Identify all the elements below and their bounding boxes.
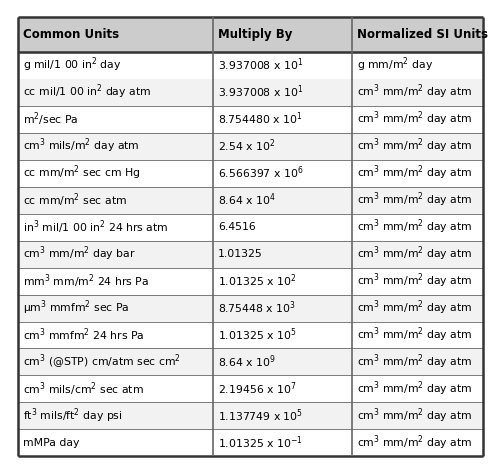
Bar bbox=[18, 52, 213, 79]
Text: 1.01325: 1.01325 bbox=[218, 249, 262, 259]
Text: mMPa day: mMPa day bbox=[22, 438, 79, 448]
Bar bbox=[18, 376, 213, 403]
Bar bbox=[352, 17, 482, 52]
Text: cm$^{3}$ mm/m$^{2}$ day atm: cm$^{3}$ mm/m$^{2}$ day atm bbox=[358, 110, 473, 128]
Text: in$^{3}$ mil/1 00 in$^{2}$ 24 hrs atm: in$^{3}$ mil/1 00 in$^{2}$ 24 hrs atm bbox=[22, 218, 168, 236]
Bar bbox=[213, 159, 352, 186]
Bar bbox=[352, 159, 482, 186]
Text: cm$^{3}$ mm/m$^{2}$ day atm: cm$^{3}$ mm/m$^{2}$ day atm bbox=[358, 299, 473, 317]
Bar bbox=[352, 376, 482, 403]
Bar bbox=[18, 241, 213, 268]
Text: cm$^{3}$ mm/m$^{2}$ day atm: cm$^{3}$ mm/m$^{2}$ day atm bbox=[358, 83, 473, 101]
Text: 6.4516: 6.4516 bbox=[218, 222, 256, 232]
Text: 1.01325 x 10$^{5}$: 1.01325 x 10$^{5}$ bbox=[218, 327, 296, 343]
Bar bbox=[18, 429, 213, 456]
Text: 1.01325 x 10$^{-1}$: 1.01325 x 10$^{-1}$ bbox=[218, 435, 302, 451]
Bar bbox=[18, 403, 213, 429]
Bar bbox=[213, 241, 352, 268]
Text: cm$^{3}$ mils/m$^{2}$ day atm: cm$^{3}$ mils/m$^{2}$ day atm bbox=[22, 137, 139, 156]
Text: 2.54 x 10$^{2}$: 2.54 x 10$^{2}$ bbox=[218, 138, 276, 154]
Text: cm$^{3}$ mm/m$^{2}$ day atm: cm$^{3}$ mm/m$^{2}$ day atm bbox=[358, 407, 473, 425]
Bar bbox=[18, 322, 213, 349]
Bar bbox=[213, 429, 352, 456]
Bar bbox=[352, 429, 482, 456]
Text: 6.566397 x 10$^{6}$: 6.566397 x 10$^{6}$ bbox=[218, 165, 304, 181]
Bar bbox=[18, 159, 213, 186]
Text: cm$^{3}$ mils/cm$^{2}$ sec atm: cm$^{3}$ mils/cm$^{2}$ sec atm bbox=[22, 380, 144, 398]
Text: ft$^{3}$ mils/ft$^{2}$ day psi: ft$^{3}$ mils/ft$^{2}$ day psi bbox=[22, 407, 122, 425]
Bar bbox=[18, 186, 213, 214]
Text: 8.754480 x 10$^{1}$: 8.754480 x 10$^{1}$ bbox=[218, 111, 302, 127]
Bar bbox=[352, 322, 482, 349]
Text: 3.937008 x 10$^{1}$: 3.937008 x 10$^{1}$ bbox=[218, 57, 303, 73]
Text: Common Units: Common Units bbox=[22, 27, 118, 41]
Bar bbox=[213, 403, 352, 429]
Text: 3.937008 x 10$^{1}$: 3.937008 x 10$^{1}$ bbox=[218, 84, 303, 100]
Bar bbox=[213, 132, 352, 159]
Bar bbox=[18, 132, 213, 159]
Bar bbox=[352, 132, 482, 159]
Text: cm$^{3}$ mm/m$^{2}$ day atm: cm$^{3}$ mm/m$^{2}$ day atm bbox=[358, 137, 473, 156]
Bar bbox=[18, 295, 213, 322]
Bar bbox=[213, 349, 352, 376]
Bar bbox=[352, 403, 482, 429]
Bar bbox=[352, 105, 482, 132]
Bar bbox=[352, 214, 482, 241]
Text: cc mil/1 00 in$^{2}$ day atm: cc mil/1 00 in$^{2}$ day atm bbox=[22, 83, 150, 101]
Text: 1.01325 x 10$^{2}$: 1.01325 x 10$^{2}$ bbox=[218, 273, 296, 289]
Text: g mm/m$^{2}$ day: g mm/m$^{2}$ day bbox=[358, 56, 434, 74]
Text: 8.75448 x 10$^{3}$: 8.75448 x 10$^{3}$ bbox=[218, 300, 296, 316]
Text: cm$^{3}$ mm/m$^{2}$ day atm: cm$^{3}$ mm/m$^{2}$ day atm bbox=[358, 245, 473, 263]
Bar bbox=[213, 17, 352, 52]
Text: cm$^{3}$ mm/m$^{2}$ day atm: cm$^{3}$ mm/m$^{2}$ day atm bbox=[358, 164, 473, 183]
Bar bbox=[213, 105, 352, 132]
Text: Multiply By: Multiply By bbox=[218, 27, 292, 41]
Bar bbox=[18, 214, 213, 241]
Text: cm$^{3}$ mm/m$^{2}$ day atm: cm$^{3}$ mm/m$^{2}$ day atm bbox=[358, 191, 473, 210]
Bar bbox=[213, 52, 352, 79]
Bar bbox=[352, 241, 482, 268]
Bar bbox=[352, 52, 482, 79]
Text: cm$^{3}$ (@STP) cm/atm sec cm$^{2}$: cm$^{3}$ (@STP) cm/atm sec cm$^{2}$ bbox=[22, 353, 180, 371]
Text: mm$^{3}$ mm/m$^{2}$ 24 hrs Pa: mm$^{3}$ mm/m$^{2}$ 24 hrs Pa bbox=[22, 272, 148, 290]
Bar bbox=[213, 268, 352, 295]
Text: cc mm/m$^{2}$ sec atm: cc mm/m$^{2}$ sec atm bbox=[22, 191, 127, 209]
Text: 8.64 x 10$^{4}$: 8.64 x 10$^{4}$ bbox=[218, 192, 276, 209]
Bar bbox=[352, 268, 482, 295]
Text: μm$^{3}$ mmfm$^{2}$ sec Pa: μm$^{3}$ mmfm$^{2}$ sec Pa bbox=[22, 299, 129, 317]
Text: 1.137749 x 10$^{5}$: 1.137749 x 10$^{5}$ bbox=[218, 408, 303, 424]
Bar bbox=[352, 79, 482, 105]
Bar bbox=[213, 214, 352, 241]
Text: cm$^{3}$ mm/m$^{2}$ day atm: cm$^{3}$ mm/m$^{2}$ day atm bbox=[358, 434, 473, 452]
Text: cm$^{3}$ mm/m$^{2}$ day bar: cm$^{3}$ mm/m$^{2}$ day bar bbox=[22, 245, 136, 263]
Bar bbox=[18, 349, 213, 376]
Text: cm$^{3}$ mmfm$^{2}$ 24 hrs Pa: cm$^{3}$ mmfm$^{2}$ 24 hrs Pa bbox=[22, 327, 144, 343]
Text: 8.64 x 10$^{9}$: 8.64 x 10$^{9}$ bbox=[218, 354, 276, 370]
Bar bbox=[18, 105, 213, 132]
Bar bbox=[213, 376, 352, 403]
Bar bbox=[213, 186, 352, 214]
Text: cm$^{3}$ mm/m$^{2}$ day atm: cm$^{3}$ mm/m$^{2}$ day atm bbox=[358, 218, 473, 236]
Bar bbox=[18, 79, 213, 105]
Text: cm$^{3}$ mm/m$^{2}$ day atm: cm$^{3}$ mm/m$^{2}$ day atm bbox=[358, 353, 473, 371]
Bar bbox=[213, 79, 352, 105]
Text: g mil/1 00 in$^{2}$ day: g mil/1 00 in$^{2}$ day bbox=[22, 56, 121, 74]
Text: cm$^{3}$ mm/m$^{2}$ day atm: cm$^{3}$ mm/m$^{2}$ day atm bbox=[358, 380, 473, 398]
Text: cm$^{3}$ mm/m$^{2}$ day atm: cm$^{3}$ mm/m$^{2}$ day atm bbox=[358, 326, 473, 344]
Bar bbox=[352, 349, 482, 376]
Bar bbox=[352, 186, 482, 214]
Bar bbox=[18, 17, 213, 52]
Text: cc mm/m$^{2}$ sec cm Hg: cc mm/m$^{2}$ sec cm Hg bbox=[22, 164, 140, 183]
Bar bbox=[213, 322, 352, 349]
Bar bbox=[213, 295, 352, 322]
Text: cm$^{3}$ mm/m$^{2}$ day atm: cm$^{3}$ mm/m$^{2}$ day atm bbox=[358, 272, 473, 290]
Text: m$^{2}$/sec Pa: m$^{2}$/sec Pa bbox=[22, 110, 78, 128]
Bar bbox=[352, 295, 482, 322]
Bar bbox=[18, 268, 213, 295]
Text: Normalized SI Units: Normalized SI Units bbox=[358, 27, 488, 41]
Text: 2.19456 x 10$^{7}$: 2.19456 x 10$^{7}$ bbox=[218, 381, 296, 397]
